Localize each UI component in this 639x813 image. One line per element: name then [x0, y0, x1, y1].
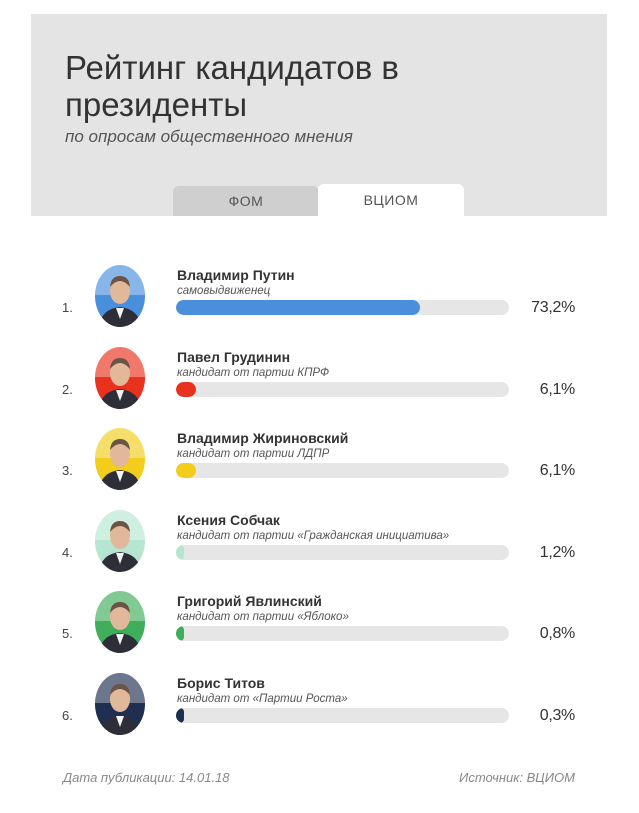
candidate-row: 4. Ксения Собчак кандидат от партии «Гражд… [0, 509, 639, 580]
candidate-party: кандидат от партии КПРФ [177, 366, 330, 379]
candidate-party: кандидат от «Партии Роста» [177, 692, 348, 705]
candidate-row: 5. Григорий Явлинский кандидат от партии «… [0, 591, 639, 661]
rank-label: 2. [62, 381, 73, 397]
candidate-row: 1. Владимир Путин самовыдвиженец 73,2% [0, 265, 639, 335]
header-panel: Рейтинг кандидатов в президенты по опрос… [31, 14, 607, 216]
bar-track [176, 544, 509, 560]
candidate-party: кандидат от партии ЛДПР [177, 448, 330, 460]
candidate-photo [95, 509, 145, 572]
candidate-party: кандидат от партии «Яблоко» [177, 611, 349, 623]
tab-vciom[interactable]: ВЦИОМ [318, 184, 464, 216]
rank-label: 5. [62, 626, 73, 641]
source-label: Источник: ВЦИОМ [459, 770, 575, 785]
value-label: 6,1% [539, 380, 576, 398]
bar [176, 626, 184, 641]
bar-track [176, 463, 509, 478]
bar [176, 381, 197, 397]
bar [176, 544, 184, 560]
candidate-photo [95, 428, 145, 490]
candidate-name: Владимир Путин [177, 267, 295, 283]
bar-track [176, 626, 509, 641]
bar [176, 300, 420, 315]
tab-fom[interactable]: ФОМ [173, 186, 319, 216]
page-subtitle: по опросам общественного мнения [65, 127, 353, 146]
value-label: 6,1% [539, 462, 576, 479]
rank-label: 3. [62, 463, 73, 478]
candidate-row: 3. Владимир Жириновский кандидат от партии… [0, 428, 639, 498]
value-label: 0,8% [539, 625, 576, 642]
page-title: Рейтинг кандидатов в президенты [65, 49, 399, 123]
candidate-name: Владимир Жириновский [177, 430, 349, 446]
candidate-photo [95, 346, 145, 409]
candidate-photo [95, 672, 145, 735]
bar [176, 463, 197, 478]
candidate-party: кандидат от партии «Гражданская инициати… [177, 529, 450, 542]
rank-label: 6. [62, 707, 73, 723]
value-label: 1,2% [539, 543, 576, 561]
rank-label: 4. [62, 544, 73, 560]
rank-label: 1. [62, 300, 73, 315]
value-label: 0,3% [539, 706, 576, 724]
bar [176, 707, 184, 723]
candidate-name: Павел Грудинин [177, 348, 291, 365]
bar-track [176, 381, 509, 397]
candidate-row: 2. Павел Грудинин кандидат от партии КПРФ 6… [0, 346, 639, 417]
bar-track [176, 707, 509, 723]
publication-date: Дата публикации: 14.01.18 [63, 770, 230, 785]
candidate-name: Борис Титов [177, 674, 265, 691]
candidate-party: самовыдвиженец [177, 285, 271, 297]
value-label: 73,2% [531, 299, 575, 316]
candidate-name: Ксения Собчак [177, 511, 280, 528]
candidate-photo [95, 591, 145, 653]
candidate-name: Григорий Явлинский [177, 593, 322, 609]
bar-track [176, 300, 509, 315]
candidate-photo [95, 265, 145, 327]
candidate-row: 6. Борис Титов кандидат от «Партии Роста» 0… [0, 672, 639, 743]
